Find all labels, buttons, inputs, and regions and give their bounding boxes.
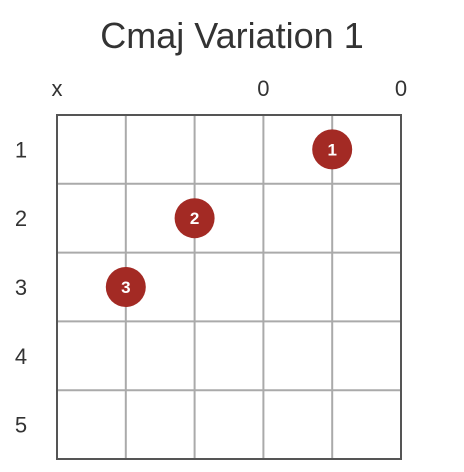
fret-number-5: 5 (15, 413, 27, 438)
finger-dot-circle (312, 129, 353, 170)
finger-dot-1: 1 (312, 129, 353, 170)
string-markers: x 0 0 (52, 76, 408, 101)
chord-title: Cmaj Variation 1 (100, 15, 363, 56)
fret-number-3: 3 (15, 275, 27, 300)
fret-number-4: 4 (15, 344, 27, 369)
finger-dot-3: 3 (105, 267, 146, 307)
finger-number-label: 2 (190, 209, 199, 228)
fret-labels: 1 2 3 4 5 (15, 137, 27, 437)
finger-dot-2: 2 (174, 198, 215, 239)
fretboard-grid (56, 114, 402, 460)
finger-dot-circle (105, 267, 146, 307)
finger-number-label: 3 (121, 278, 130, 297)
fret-number-1: 1 (15, 137, 27, 162)
fret-number-2: 2 (15, 206, 27, 231)
finger-number-label: 1 (327, 140, 336, 159)
open-string-marker-6: 0 (395, 76, 407, 101)
finger-dot-circle (174, 198, 215, 239)
muted-string-marker-1: x (52, 76, 63, 101)
open-string-marker-4: 0 (257, 76, 269, 101)
finger-positions: 1 2 3 (105, 129, 353, 307)
grid-border (56, 114, 402, 460)
